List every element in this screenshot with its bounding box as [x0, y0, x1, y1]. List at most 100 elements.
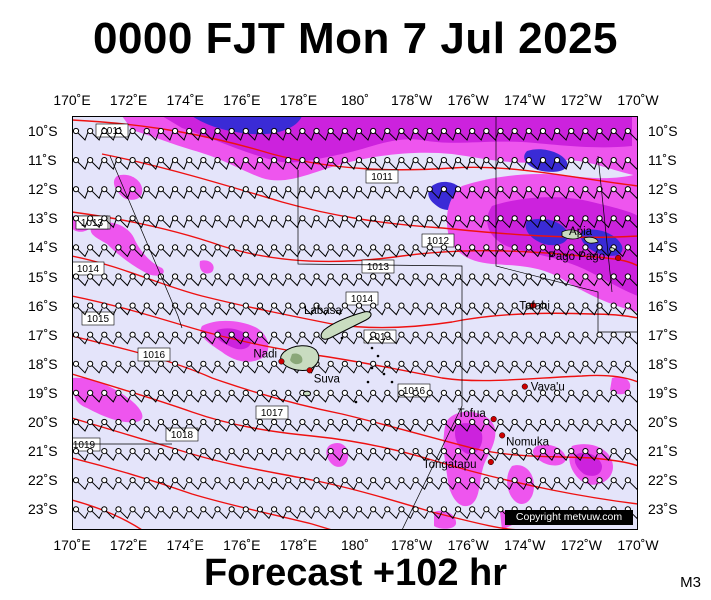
wind-barb	[497, 389, 513, 403]
wind-barb	[271, 127, 287, 141]
wind-barb	[568, 477, 584, 491]
wind-barb	[568, 302, 584, 316]
wind-barb	[511, 244, 528, 258]
wind-barb	[143, 127, 160, 141]
wind-barb	[511, 157, 528, 171]
wind-barb	[398, 302, 414, 316]
wind-barb	[497, 331, 513, 345]
wind-barb	[497, 273, 513, 287]
place-label: Pago Pago	[548, 251, 622, 263]
wind-barb	[129, 389, 146, 403]
wind-barb	[539, 127, 556, 141]
wind-barb	[214, 157, 230, 171]
wind-barb	[256, 331, 273, 345]
wind-barb	[384, 186, 400, 200]
wind-barb	[171, 506, 188, 520]
wind-barb	[214, 244, 230, 258]
wind-barb	[483, 157, 499, 171]
wind-barb	[200, 477, 216, 491]
wind-barb	[299, 477, 315, 491]
wind-barb	[554, 273, 570, 287]
svg-text:1014: 1014	[77, 264, 100, 275]
wind-barb	[384, 448, 400, 461]
wind-barb	[115, 215, 131, 229]
wind-barb	[440, 506, 457, 520]
wind-barb	[355, 215, 372, 229]
wind-barb	[186, 127, 202, 141]
wind-barb	[384, 273, 400, 287]
wind-barb	[186, 389, 202, 403]
latitude-label: 16˚S	[648, 297, 678, 314]
wind-barb	[143, 302, 160, 316]
wind-barb	[355, 389, 372, 403]
wind-barb	[327, 186, 344, 200]
wind-barb	[624, 360, 638, 374]
place-name: Suva	[314, 373, 341, 385]
latitude-label: 20˚S	[648, 414, 678, 430]
wind-barb	[568, 448, 584, 461]
wind-barb	[171, 273, 188, 287]
wind-barb	[454, 302, 471, 316]
wind-barb	[440, 448, 457, 461]
wind-barb	[469, 331, 485, 345]
wind-barb	[171, 186, 188, 200]
wind-barb	[440, 331, 457, 345]
wind-barb	[454, 157, 471, 171]
wind-barb	[610, 360, 627, 374]
wind-barb	[624, 157, 638, 171]
model-code: M3	[680, 574, 701, 591]
wind-barb	[582, 360, 598, 374]
latitude-label: 22˚S	[648, 472, 678, 489]
wind-barb	[554, 157, 570, 171]
wind-barb	[242, 215, 259, 229]
wind-barb	[412, 127, 429, 141]
wind-barb	[454, 215, 471, 229]
latitude-label: 13˚S	[648, 210, 678, 227]
wind-barb	[214, 127, 230, 141]
wind-barb	[115, 506, 131, 520]
wind-barb	[72, 389, 89, 403]
wind-barb	[582, 215, 598, 229]
wind-barb	[87, 302, 103, 316]
wind-barb	[454, 506, 471, 520]
wind-barb	[115, 448, 131, 461]
wind-barb	[299, 273, 315, 287]
wind-barb	[440, 215, 457, 229]
wind-barb	[228, 186, 245, 200]
wind-barb	[440, 360, 457, 374]
wind-barb	[384, 389, 400, 403]
wind-barb	[285, 418, 301, 432]
wind-barb	[568, 127, 584, 141]
wind-barb	[327, 448, 344, 461]
wind-barb	[469, 186, 485, 200]
wind-barb	[157, 360, 174, 374]
wind-barb	[554, 302, 570, 316]
wind-barb	[426, 157, 443, 171]
wind-barb	[129, 506, 146, 520]
place-marker	[615, 254, 622, 261]
svg-text:1011: 1011	[101, 126, 123, 137]
wind-barb	[610, 418, 627, 432]
wind-barb	[370, 331, 386, 345]
wind-barb	[483, 244, 499, 258]
wind-barb	[341, 448, 358, 461]
wind-barb	[143, 157, 160, 171]
wind-barb	[454, 389, 471, 403]
wind-barb	[398, 215, 414, 229]
wind-barb	[497, 302, 513, 316]
wind-barb	[341, 273, 358, 287]
place-label: Tongatapu	[423, 458, 494, 471]
wind-barb	[568, 273, 584, 287]
wind-barb	[398, 389, 414, 403]
wind-barb	[582, 186, 598, 200]
longitude-label: 172˚W	[560, 92, 603, 108]
wind-barb	[256, 477, 273, 491]
wind-barb	[469, 302, 485, 316]
wind-barb	[171, 360, 188, 374]
wind-barb	[497, 418, 513, 432]
wind-barb	[426, 331, 443, 345]
longitude-label: 174˚W	[504, 92, 546, 108]
wind-barb	[327, 157, 344, 171]
wind-barb	[171, 127, 188, 141]
wind-barb	[454, 244, 471, 258]
